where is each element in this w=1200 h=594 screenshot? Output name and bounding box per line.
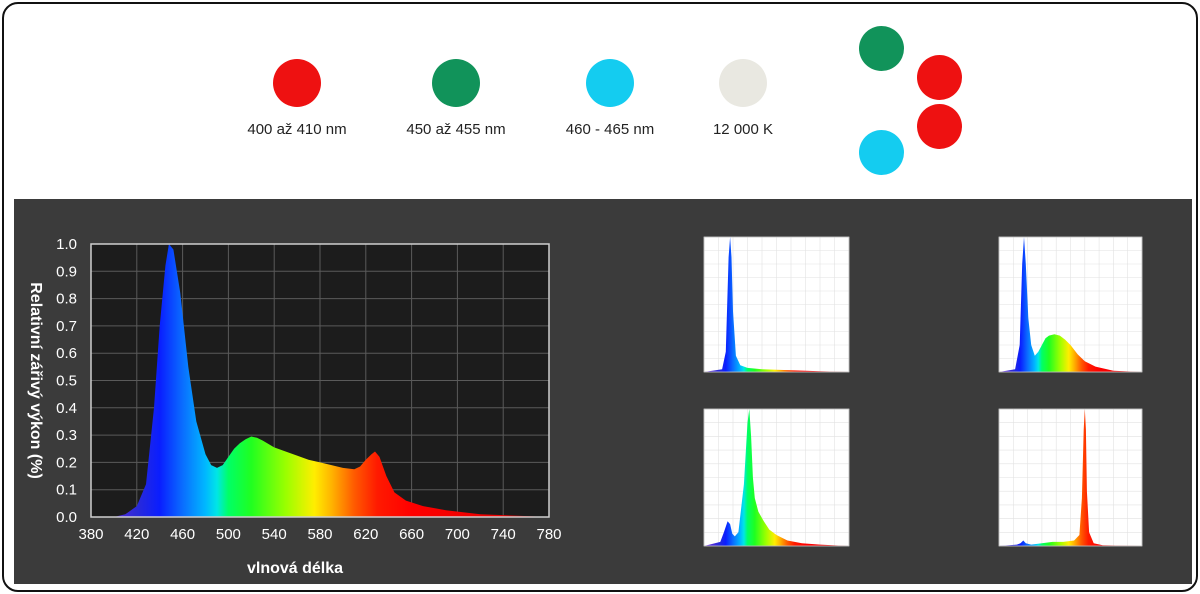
main-spectrum-chart: 380 420 460 500 540 580 620 660 700 740 780 0.0 0.1 0… [27, 236, 562, 577]
spectrum-area [91, 244, 549, 517]
x-tick-label: 660 [399, 526, 424, 543]
y-axis-title: Relativní zářivý výkon (%) [27, 282, 44, 479]
small-plot-border [998, 236, 1143, 373]
small-chart-blue [703, 236, 850, 373]
legend-item-white: 12 000 K [668, 59, 818, 138]
small-chart-red [998, 408, 1143, 547]
green-dot-icon [432, 59, 480, 107]
small-plot-border [703, 236, 850, 373]
y-tick-label: 0.8 [56, 291, 77, 308]
legend-label: 450 až 455 nm [406, 121, 506, 138]
cluster-green-dot-icon [859, 26, 904, 71]
x-tick-label: 620 [353, 526, 378, 543]
y-tick-label: 0.1 [56, 482, 77, 499]
spectrum-charts-panel: 380 420 460 500 540 580 620 660 700 740 780 0.0 0.1 0… [14, 199, 1192, 584]
legend-label: 12 000 K [712, 121, 774, 138]
x-tick-label: 700 [445, 526, 470, 543]
legend-item-red: 400 až 410 nm [222, 59, 372, 138]
y-tick-label: 0.5 [56, 373, 77, 390]
y-tick-label: 1.0 [56, 236, 77, 253]
cluster-red-dot-icon [917, 104, 962, 149]
x-tick-label: 500 [216, 526, 241, 543]
legend-label: 400 až 410 nm [247, 121, 347, 138]
legend-item-green: 450 až 455 nm [381, 59, 531, 138]
x-tick-label: 420 [124, 526, 149, 543]
y-tick-label: 0.6 [56, 345, 77, 362]
white-dot-icon [719, 59, 767, 107]
legend-label: 460 - 465 nm [565, 121, 655, 138]
y-tick-label: 0.0 [56, 509, 77, 526]
y-tick-label: 0.9 [56, 263, 77, 280]
y-tick-label: 0.3 [56, 427, 77, 444]
x-tick-label: 740 [491, 526, 516, 543]
legend-item-cyan: 460 - 465 nm [535, 59, 685, 138]
y-tick-label: 0.7 [56, 318, 77, 335]
small-spectrum-area [999, 237, 1142, 372]
small-spectrum-charts [703, 236, 1143, 547]
small-plot-border [998, 408, 1143, 547]
y-tick-label: 0.2 [56, 454, 77, 471]
x-tick-label: 460 [170, 526, 195, 543]
color-legend-panel: 400 až 410 nm 450 až 455 nm 460 - 465 nm… [4, 4, 1196, 199]
small-chart-green [703, 408, 850, 547]
x-tick-label: 580 [307, 526, 332, 543]
x-tick-label: 380 [78, 526, 103, 543]
plot-border [90, 243, 550, 518]
red-dot-icon [273, 59, 321, 107]
x-tick-label: 780 [536, 526, 561, 543]
x-tick-label: 540 [262, 526, 287, 543]
x-axis-title: vlnová délka [247, 560, 343, 577]
small-plot-border [703, 408, 850, 547]
cluster-red-dot-icon [917, 55, 962, 100]
small-chart-white [998, 236, 1143, 373]
y-tick-label: 0.4 [56, 400, 77, 417]
charts-svg: 380 420 460 500 540 580 620 660 700 740 780 0.0 0.1 0… [27, 236, 1143, 577]
cyan-dot-icon [586, 59, 634, 107]
cluster-cyan-dot-icon [859, 130, 904, 175]
